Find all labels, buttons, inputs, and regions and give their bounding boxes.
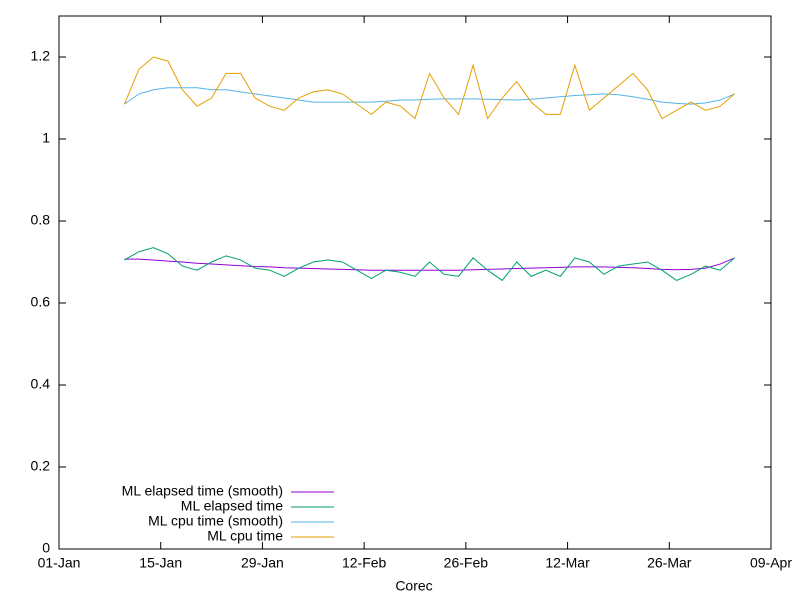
- legend-label: ML elapsed time: [181, 498, 283, 514]
- x-tick-label: 01-Jan: [38, 555, 81, 571]
- y-tick-label: 1: [42, 130, 50, 146]
- y-tick-label: 0.2: [31, 458, 51, 474]
- x-axis-label: Corec: [395, 578, 432, 594]
- series-line: [124, 257, 735, 271]
- series-line: [124, 87, 735, 105]
- legend-label: ML cpu time (smooth): [148, 513, 283, 529]
- y-tick-label: 1.2: [31, 48, 51, 64]
- y-tick-label: 0: [42, 540, 50, 556]
- y-tick-label: 0.4: [31, 376, 51, 392]
- x-tick-label: 09-Apr: [750, 555, 792, 571]
- x-tick-label: 29-Jan: [241, 555, 284, 571]
- x-tick-label: 12-Feb: [342, 555, 387, 571]
- legend-label: ML cpu time: [207, 528, 283, 544]
- y-tick-label: 0.6: [31, 294, 51, 310]
- y-tick-label: 0.8: [31, 212, 51, 228]
- series-line: [124, 247, 735, 282]
- series-line: [123, 56, 735, 120]
- x-tick-label: 26-Feb: [444, 555, 489, 571]
- x-tick-label: 26-Mar: [647, 555, 692, 571]
- x-tick-label: 12-Mar: [545, 555, 590, 571]
- x-tick-label: 15-Jan: [139, 555, 182, 571]
- plot-frame: [58, 15, 772, 550]
- legend-label: ML elapsed time (smooth): [122, 483, 283, 499]
